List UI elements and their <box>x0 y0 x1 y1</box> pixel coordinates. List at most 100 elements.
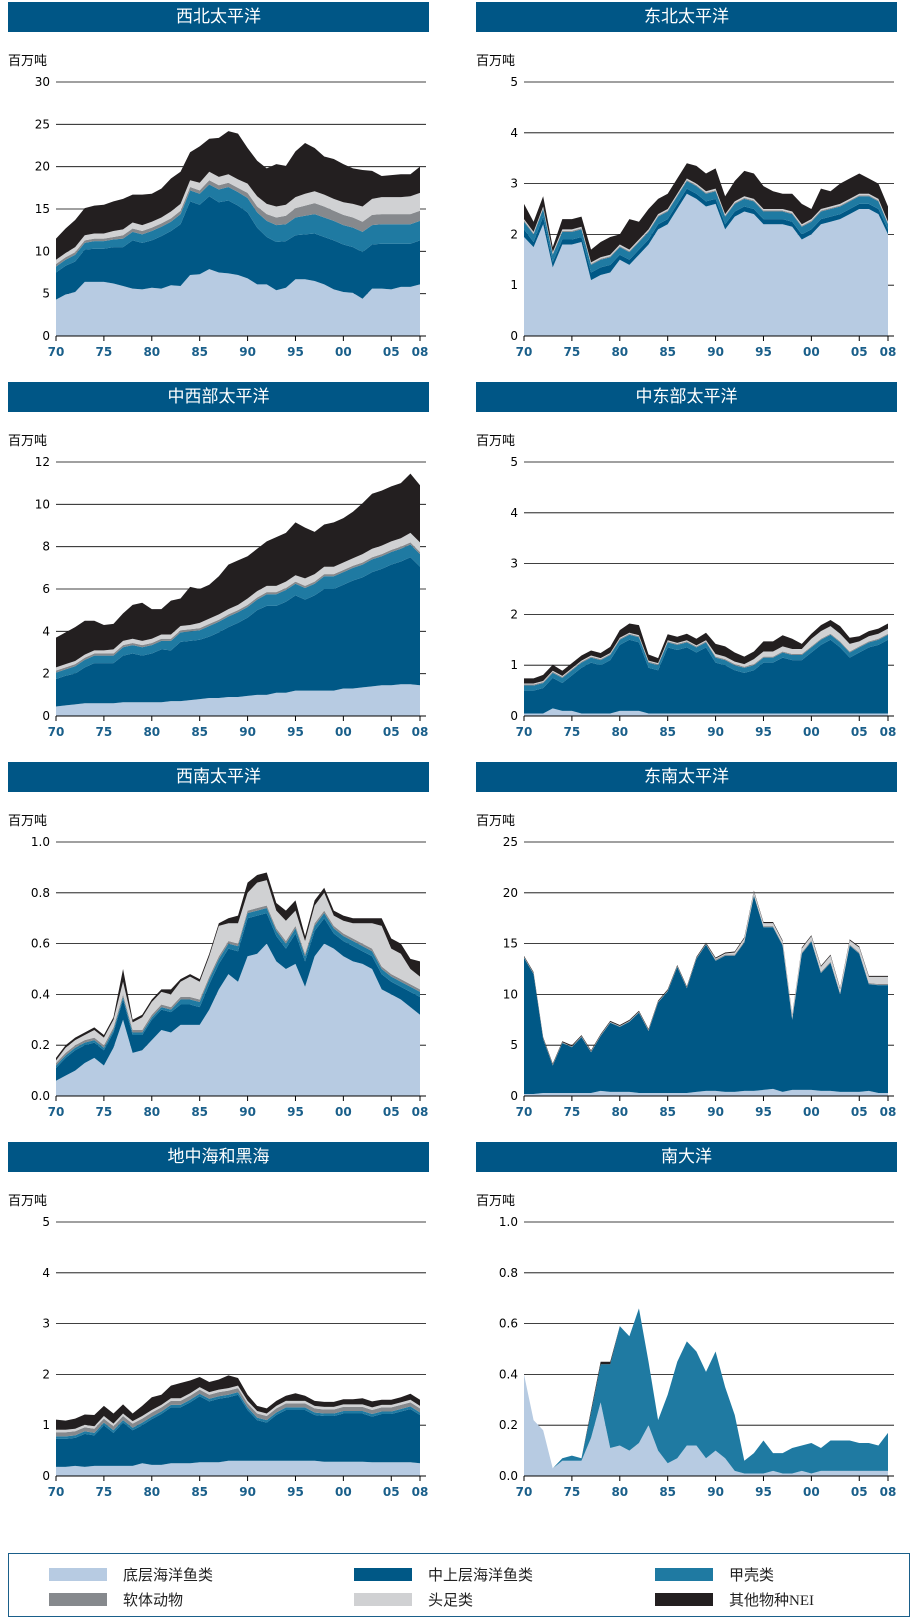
chart-title: 南大洋 <box>476 1142 897 1172</box>
x-tick-label: 85 <box>659 345 676 359</box>
x-tick-label: 70 <box>516 1485 533 1499</box>
y-tick-label: 0.8 <box>499 1266 518 1280</box>
y-tick-label: 0 <box>510 329 518 343</box>
legend-item-other: 其他物种NEI <box>655 1589 814 1609</box>
x-tick-label: 75 <box>96 1485 113 1499</box>
chart-panel: 0 2 4 6 8 10 12 70 75 80 85 90 95 00 05 08 中西部太平洋 百万吨 <box>8 382 438 772</box>
x-tick-label: 75 <box>96 1105 113 1119</box>
chart-title: 东南太平洋 <box>476 762 897 792</box>
y-tick-label: 0.2 <box>31 1038 50 1052</box>
x-tick-label: 90 <box>239 1105 256 1119</box>
area-series-molluscs <box>56 180 420 267</box>
chart-plot: 0 1 2 3 4 5 70 75 80 85 90 95 00 05 08 <box>510 455 896 739</box>
y-tick-label: 2 <box>510 227 518 241</box>
y-tick-label: 0 <box>42 329 50 343</box>
legend-label-molluscs: 软体动物 <box>123 1592 184 1609</box>
y-tick-label: 1 <box>42 1418 50 1432</box>
area-series-demersal <box>524 1374 888 1476</box>
x-tick-label: 80 <box>611 725 628 739</box>
legend-item-pelagic: 中上层海洋鱼类 <box>354 1564 533 1584</box>
x-tick-label: 85 <box>659 1485 676 1499</box>
y-tick-label: 1 <box>510 278 518 292</box>
x-tick-label: 80 <box>143 1105 160 1119</box>
area-series-demersal <box>56 943 420 1096</box>
legend-label-cephalopods: 头足类 <box>428 1592 474 1609</box>
x-tick-label: 85 <box>659 725 676 739</box>
chart-panel: 0 1 2 3 4 5 70 75 80 85 90 95 00 05 08 中东部太平洋 百万吨 <box>476 382 906 772</box>
legend-item-cephalopods: 头足类 <box>354 1589 473 1609</box>
x-tick-label: 85 <box>191 1105 208 1119</box>
x-tick-label: 05 <box>851 345 868 359</box>
x-tick-label: 90 <box>239 345 256 359</box>
y-tick-label: 0 <box>510 1089 518 1103</box>
y-tick-label: 20 <box>35 160 50 174</box>
y-tick-label: 1.0 <box>499 1215 518 1229</box>
y-tick-label: 2 <box>42 1367 50 1381</box>
area-series-crustaceans <box>56 1392 420 1439</box>
x-tick-label: 95 <box>755 345 772 359</box>
y-tick-label: 20 <box>503 886 518 900</box>
area-series-demersal <box>56 684 420 716</box>
y-tick-label: 25 <box>503 835 518 849</box>
area-series-pelagic <box>524 639 888 714</box>
x-tick-label: 70 <box>516 725 533 739</box>
x-tick-label: 90 <box>707 1105 724 1119</box>
x-tick-label: 05 <box>851 1105 868 1119</box>
y-tick-label: 5 <box>42 287 50 301</box>
x-tick-label: 80 <box>611 345 628 359</box>
x-tick-label: 00 <box>335 345 352 359</box>
legend-swatch-pelagic <box>354 1567 412 1581</box>
legend-item-molluscs: 软体动物 <box>49 1589 183 1609</box>
x-tick-label: 05 <box>383 725 400 739</box>
legend-swatch-cephalopods <box>354 1592 412 1606</box>
area-series-cephalopods <box>56 880 420 1063</box>
area-series-cephalopods <box>56 1385 420 1433</box>
x-tick-label: 95 <box>287 725 304 739</box>
legend-label-demersal: 底层海洋鱼类 <box>123 1567 214 1584</box>
x-tick-label: 08 <box>880 1105 897 1119</box>
y-tick-label: 10 <box>35 244 50 258</box>
legend-swatch-demersal <box>49 1567 107 1581</box>
x-tick-label: 75 <box>564 725 581 739</box>
area-series-other <box>56 1375 420 1430</box>
legend-swatch-other <box>655 1592 713 1606</box>
y-tick-label: 5 <box>510 1038 518 1052</box>
y-tick-label: 0.4 <box>499 1367 518 1381</box>
legend-swatch-crustaceans <box>655 1567 713 1581</box>
area-series-pelagic <box>524 895 888 1094</box>
area-series-other <box>56 473 420 668</box>
y-tick-label: 15 <box>35 202 50 216</box>
y-tick-label: 3 <box>510 177 518 191</box>
x-tick-label: 95 <box>287 1485 304 1499</box>
y-tick-label: 1.0 <box>31 835 50 849</box>
x-tick-label: 95 <box>755 725 772 739</box>
area-series-other <box>524 619 888 684</box>
y-tick-label: 0 <box>42 1469 50 1483</box>
y-unit-label: 百万吨 <box>476 434 516 449</box>
y-unit-label: 百万吨 <box>476 1194 516 1209</box>
x-tick-label: 00 <box>803 725 820 739</box>
y-tick-label: 0.0 <box>31 1089 50 1103</box>
y-tick-label: 12 <box>35 455 50 469</box>
x-tick-label: 85 <box>659 1105 676 1119</box>
x-tick-label: 90 <box>707 725 724 739</box>
x-tick-label: 85 <box>191 1485 208 1499</box>
area-series-pelagic <box>56 1394 420 1467</box>
area-series-crustaceans <box>56 184 420 273</box>
chart-panel: 0 1 2 3 4 5 70 75 80 85 90 95 00 05 08 地中海和黑海 百万吨 <box>8 1142 438 1532</box>
y-tick-label: 10 <box>503 987 518 1001</box>
chart-plot: 0 1 2 3 4 5 70 75 80 85 90 95 00 05 08 <box>510 75 896 359</box>
y-tick-label: 0.8 <box>31 886 50 900</box>
chart-panel: 0 1 2 3 4 5 70 75 80 85 90 95 00 05 08 东北太平洋 百万吨 <box>476 2 906 392</box>
area-series-pelagic <box>56 557 420 707</box>
x-tick-label: 80 <box>611 1485 628 1499</box>
x-tick-label: 70 <box>48 1105 65 1119</box>
area-series-molluscs <box>56 542 420 673</box>
y-tick-label: 8 <box>42 540 50 554</box>
legend-swatch-molluscs <box>49 1592 107 1606</box>
x-tick-label: 08 <box>412 345 429 359</box>
area-series-demersal <box>56 1460 420 1476</box>
x-tick-label: 75 <box>564 1485 581 1499</box>
x-tick-label: 00 <box>803 1485 820 1499</box>
